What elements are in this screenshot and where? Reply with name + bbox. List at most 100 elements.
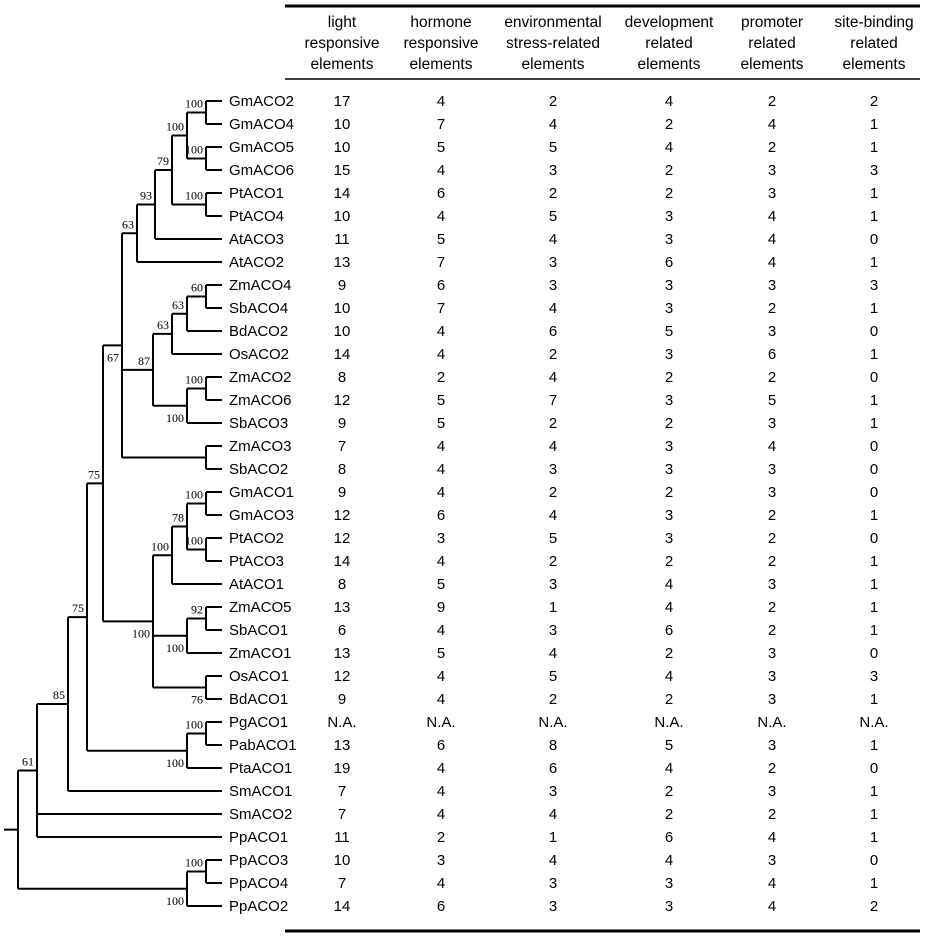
bootstrap-value: 93 [140, 189, 152, 203]
table-cell: 3 [768, 668, 776, 685]
table-cell: 3 [549, 277, 557, 294]
table-header-rules [285, 4, 920, 933]
table-row: PtACO3 14 4 2 2 2 1 [229, 553, 878, 570]
column-header-line: development [625, 14, 714, 31]
table-cell: 3 [768, 783, 776, 800]
gene-label: PgACO1 [229, 714, 288, 731]
table-cell: 13 [334, 737, 351, 754]
table-cell: 3 [768, 461, 776, 478]
table-cell: 2 [549, 553, 557, 570]
table-row: ZmACO6 12 5 7 3 5 1 [229, 392, 878, 409]
table-cell: 1 [870, 737, 878, 754]
table-cell: 14 [334, 553, 351, 570]
table-cell: 10 [334, 852, 351, 869]
table-cell: 4 [437, 461, 445, 478]
table-cell: 1 [549, 599, 557, 616]
table-cell: 3 [437, 852, 445, 869]
table-cell: 8 [338, 461, 346, 478]
table-cell: 1 [870, 783, 878, 800]
table-cell: 1 [870, 691, 878, 708]
column-header-line: elements [843, 56, 906, 73]
table-cell: 15 [334, 162, 351, 179]
table-row: ZmACO3 7 4 4 3 4 0 [229, 438, 878, 455]
gene-label: GmACO1 [229, 484, 294, 501]
gene-label: SmACO2 [229, 806, 292, 823]
gene-label: GmACO6 [229, 162, 294, 179]
column-header-line: elements [522, 56, 585, 73]
table-cell: 3 [665, 898, 673, 915]
table-row: GmACO6 15 4 3 2 3 3 [229, 162, 878, 179]
table-cell: 4 [665, 760, 673, 777]
column-header-line: related [850, 35, 897, 52]
table-cell: 3 [665, 507, 673, 524]
table-cell: 10 [334, 323, 351, 340]
column-header-line: responsive [404, 35, 479, 52]
column-header: development related elements [625, 14, 714, 73]
table-cell: 0 [870, 438, 878, 455]
gene-label: PpACO4 [229, 875, 288, 892]
table-cell: 2 [768, 806, 776, 823]
table-cell: 4 [437, 806, 445, 823]
table-cell: 0 [870, 530, 878, 547]
column-header: environmental stress-related elements [504, 14, 601, 73]
bootstrap-value: 100 [185, 488, 203, 502]
table-cell: 7 [437, 116, 445, 133]
table-row: BdACO1 9 4 2 2 3 1 [229, 691, 878, 708]
table-cell: 4 [437, 484, 445, 501]
table-cell: 4 [437, 323, 445, 340]
gene-label: SbACO1 [229, 622, 288, 639]
table-row: PtaACO1 19 4 6 4 2 0 [229, 760, 878, 777]
table-cell: 4 [665, 668, 673, 685]
bootstrap-value: 63 [122, 217, 134, 231]
table-cell: 5 [549, 530, 557, 547]
table-cell: 3 [768, 645, 776, 662]
table-cell: 3 [768, 576, 776, 593]
table-cell: 1 [870, 507, 878, 524]
table-cell: 0 [870, 369, 878, 386]
table-cell: 6 [437, 507, 445, 524]
table-row: SbACO2 8 4 3 3 3 0 [229, 461, 878, 478]
gene-label: OsACO2 [229, 346, 289, 363]
table-row: GmACO3 12 6 4 3 2 1 [229, 507, 878, 524]
column-header-line: related [748, 35, 795, 52]
table-cell: 2 [549, 93, 557, 110]
table-cell: 4 [549, 507, 557, 524]
gene-label: ZmACO6 [229, 392, 292, 409]
table-cell: 3 [768, 484, 776, 501]
table-cell: 5 [768, 392, 776, 409]
gene-label: ZmACO5 [229, 599, 292, 616]
table-cell: 2 [768, 300, 776, 317]
table-cell: 0 [870, 852, 878, 869]
gene-label: GmACO3 [229, 507, 294, 524]
table-cell: 2 [549, 484, 557, 501]
table-cell: 4 [549, 231, 557, 248]
bootstrap-value: 100 [185, 534, 203, 548]
bootstrap-value: 63 [157, 318, 169, 332]
table-cell: 4 [665, 139, 673, 156]
table-row: PpACO2 14 6 3 3 4 2 [229, 898, 878, 915]
bootstrap-value: 75 [72, 601, 84, 615]
gene-label: SbACO4 [229, 300, 288, 317]
table-cell: 1 [870, 829, 878, 846]
table-cell: 2 [768, 530, 776, 547]
table-row: OsACO2 14 4 2 3 6 1 [229, 346, 878, 363]
table-cell: 4 [549, 369, 557, 386]
table-cell: 2 [665, 691, 673, 708]
table-cell: 4 [549, 116, 557, 133]
table-row: PgACO1 N.A. N.A. N.A. N.A. N.A. N.A. [229, 714, 889, 731]
gene-label: GmACO5 [229, 139, 294, 156]
table-row: BdACO2 10 4 6 5 3 0 [229, 323, 878, 340]
table-row: PabACO1 13 6 8 5 3 1 [229, 737, 878, 754]
table-row: GmACO5 10 5 5 4 2 1 [229, 139, 878, 156]
table-cell: 4 [437, 622, 445, 639]
column-header-line: elements [741, 56, 804, 73]
column-header-line: elements [410, 56, 473, 73]
table-cell: 12 [334, 507, 351, 524]
table-cell: 0 [870, 484, 878, 501]
table-cell: 4 [665, 576, 673, 593]
table-cell: 4 [437, 553, 445, 570]
table-cell: 4 [768, 231, 776, 248]
table-cell: 1 [870, 116, 878, 133]
table-cell: 2 [549, 415, 557, 432]
table-cell: 3 [665, 875, 673, 892]
